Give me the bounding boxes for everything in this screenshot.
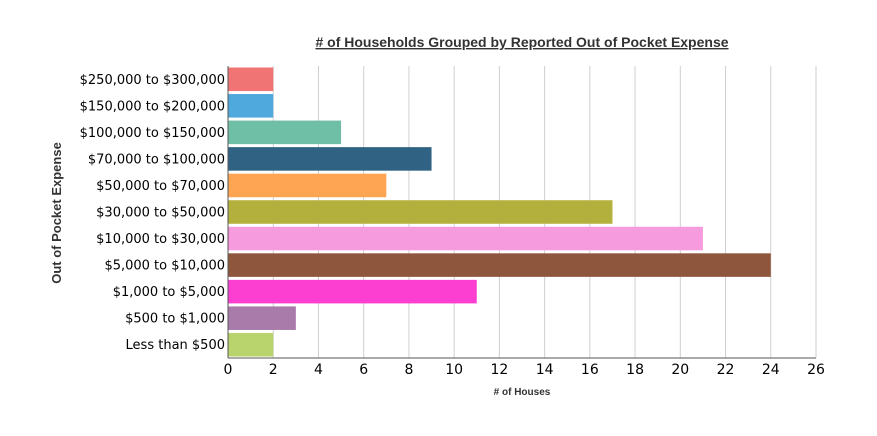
chart-title: # of Households Grouped by Reported Out … <box>315 34 728 50</box>
bar <box>228 67 274 92</box>
category-label: $100,000 to $150,000 <box>80 126 225 141</box>
category-label: $150,000 to $200,000 <box>80 99 225 114</box>
category-label: $5,000 to $10,000 <box>104 259 225 274</box>
category-label: $250,000 to $300,000 <box>80 73 225 88</box>
x-tick-label: 4 <box>314 362 323 378</box>
category-label: Less than $500 <box>126 338 225 353</box>
x-axis-title: # of Houses <box>494 387 551 398</box>
bar <box>228 147 432 171</box>
x-tick-label: 16 <box>581 362 599 378</box>
x-tick-label: 10 <box>445 362 463 378</box>
category-label: $10,000 to $30,000 <box>96 232 225 247</box>
x-tick-labels: 0 2 4 6 8 10 12 14 16 18 20 22 24 26 <box>224 362 825 378</box>
bar <box>228 306 296 330</box>
category-labels: $250,000 to $300,000 $150,000 to $200,000… <box>80 73 225 353</box>
bars <box>228 67 771 357</box>
bar <box>228 173 387 198</box>
category-label: $30,000 to $50,000 <box>96 206 225 221</box>
category-label: $50,000 to $70,000 <box>96 179 225 194</box>
x-tick-label: 24 <box>762 362 780 378</box>
x-tick-label: 12 <box>490 362 508 378</box>
bar <box>228 253 771 277</box>
x-tick-label: 20 <box>671 362 689 378</box>
x-tick-label: 0 <box>224 362 233 378</box>
bar <box>228 279 477 304</box>
bar <box>228 226 703 251</box>
category-label: $1,000 to $5,000 <box>113 285 225 300</box>
bar <box>228 120 342 145</box>
x-tick-label: 14 <box>536 362 554 378</box>
x-tick-label: 22 <box>717 362 735 378</box>
x-tick-label: 6 <box>359 362 368 378</box>
bar <box>228 332 274 357</box>
bar <box>228 200 613 224</box>
y-axis-title: Out of Pocket Expense <box>49 142 64 284</box>
bar <box>228 94 274 118</box>
x-tick-label: 8 <box>404 362 413 378</box>
x-tick-label: 26 <box>807 362 825 378</box>
x-tick-label: 2 <box>269 362 278 378</box>
category-label: $500 to $1,000 <box>125 312 225 327</box>
x-tick-label: 18 <box>626 362 644 378</box>
category-label: $70,000 to $100,000 <box>88 152 225 167</box>
axes <box>227 66 816 359</box>
